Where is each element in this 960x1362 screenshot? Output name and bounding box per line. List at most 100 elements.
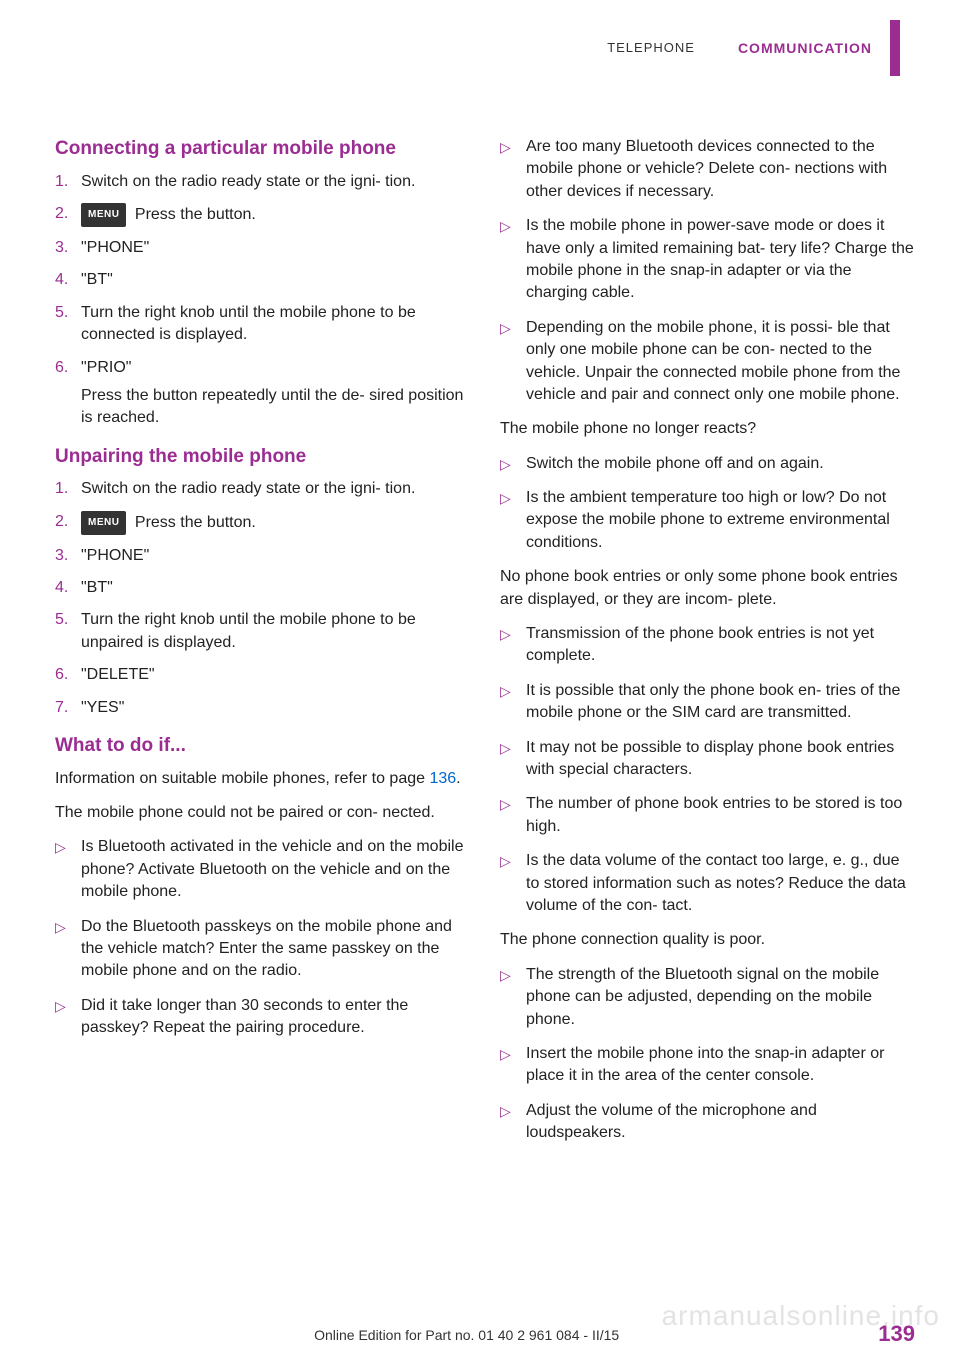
- list-number: 3.: [55, 545, 81, 567]
- bullet-marker-icon: ▷: [500, 964, 526, 1031]
- list-number: 3.: [55, 237, 81, 259]
- bullet-marker-icon: ▷: [500, 453, 526, 475]
- bullet-item: ▷ Insert the mobile phone into the snap-…: [500, 1043, 915, 1088]
- bullet-text: Switch the mobile phone off and on again…: [526, 453, 915, 475]
- bullet-marker-icon: ▷: [500, 487, 526, 554]
- sub-text: Press the button repeatedly until the de…: [81, 385, 470, 430]
- bullet-text: It may not be possible to display phone …: [526, 737, 915, 782]
- menu-icon: MENU: [81, 203, 126, 227]
- list-text-inner: Press the button.: [130, 206, 255, 223]
- section-heading-connecting: Connecting a particular mobile phone: [55, 136, 470, 163]
- bullet-text: Did it take longer than 30 seconds to en…: [81, 995, 470, 1040]
- bullet-marker-icon: ▷: [55, 836, 81, 903]
- section-heading-whattodo: What to do if...: [55, 733, 470, 760]
- list-number: 2.: [55, 203, 81, 227]
- list-item: 7. "YES": [55, 697, 470, 719]
- bullet-item: ▷ Is Bluetooth activated in the vehicle …: [55, 836, 470, 903]
- bullet-text: Are too many Bluetooth devices connected…: [526, 136, 915, 203]
- list-text: "PRIO": [81, 357, 470, 379]
- bullet-marker-icon: ▷: [500, 1100, 526, 1145]
- bullet-item: ▷ Do the Bluetooth passkeys on the mobil…: [55, 916, 470, 983]
- list-number: 6.: [55, 357, 81, 379]
- bullet-marker-icon: ▷: [55, 995, 81, 1040]
- bullet-item: ▷ Are too many Bluetooth devices connect…: [500, 136, 915, 203]
- bullet-item: ▷ Is the data volume of the contact too …: [500, 850, 915, 917]
- list-text: "PHONE": [81, 237, 470, 259]
- list-text: MENU Press the button.: [81, 203, 470, 227]
- list-item: 5. Turn the right knob until the mobile …: [55, 302, 470, 347]
- section-heading-unpairing: Unpairing the mobile phone: [55, 444, 470, 471]
- bullet-item: ▷ The number of phone book entries to be…: [500, 793, 915, 838]
- bullet-text: Depending on the mobile phone, it is pos…: [526, 317, 915, 407]
- list-item: 2. MENU Press the button.: [55, 511, 470, 535]
- bullet-item: ▷ It is possible that only the phone boo…: [500, 680, 915, 725]
- bullet-item: ▷ It may not be possible to display phon…: [500, 737, 915, 782]
- list-number: 4.: [55, 577, 81, 599]
- paragraph: The mobile phone no longer reacts?: [500, 418, 915, 440]
- list-text: Switch on the radio ready state or the i…: [81, 478, 470, 500]
- bullet-text: Is the ambient temperature too high or l…: [526, 487, 915, 554]
- bullet-text: Is the data volume of the contact too la…: [526, 850, 915, 917]
- paragraph: The phone connection quality is poor.: [500, 929, 915, 951]
- menu-icon: MENU: [81, 511, 126, 535]
- list-number: 7.: [55, 697, 81, 719]
- bullet-text: It is possible that only the phone book …: [526, 680, 915, 725]
- list-number: 1.: [55, 171, 81, 193]
- bullet-item: ▷ Is the mobile phone in power-save mode…: [500, 215, 915, 305]
- bullet-marker-icon: ▷: [500, 793, 526, 838]
- bullet-text: The strength of the Bluetooth signal on …: [526, 964, 915, 1031]
- list-item: 5. Turn the right knob until the mobile …: [55, 609, 470, 654]
- bullet-marker-icon: ▷: [500, 623, 526, 668]
- list-item: 4. "BT": [55, 269, 470, 291]
- bullet-marker-icon: ▷: [500, 317, 526, 407]
- bullet-item: ▷ Adjust the volume of the microphone an…: [500, 1100, 915, 1145]
- bullet-item: ▷ Is the ambient temperature too high or…: [500, 487, 915, 554]
- list-item: 2. MENU Press the button.: [55, 203, 470, 227]
- bullet-marker-icon: ▷: [500, 680, 526, 725]
- list-item: 6. "PRIO": [55, 357, 470, 379]
- paragraph: Information on suitable mobile phones, r…: [55, 768, 470, 790]
- bullet-item: ▷ Did it take longer than 30 seconds to …: [55, 995, 470, 1040]
- list-text: Switch on the radio ready state or the i…: [81, 171, 470, 193]
- bullet-text: Is Bluetooth activated in the vehicle an…: [81, 836, 470, 903]
- bullet-item: ▷ Switch the mobile phone off and on aga…: [500, 453, 915, 475]
- list-text: MENU Press the button.: [81, 511, 470, 535]
- list-number: 1.: [55, 478, 81, 500]
- list-item: 4. "BT": [55, 577, 470, 599]
- left-column: Connecting a particular mobile phone 1. …: [55, 136, 470, 1156]
- list-number: 6.: [55, 664, 81, 686]
- list-text: "PHONE": [81, 545, 470, 567]
- bullet-text: Adjust the volume of the microphone and …: [526, 1100, 915, 1145]
- list-text: "YES": [81, 697, 470, 719]
- list-item: 1. Switch on the radio ready state or th…: [55, 171, 470, 193]
- page-link[interactable]: 136: [429, 770, 456, 787]
- bullet-marker-icon: ▷: [500, 1043, 526, 1088]
- list-number: 5.: [55, 302, 81, 347]
- paragraph: No phone book entries or only some phone…: [500, 566, 915, 611]
- header-chapter-label: COMMUNICATION: [720, 20, 900, 76]
- list-text: "BT": [81, 577, 470, 599]
- bullet-item: ▷ Transmission of the phone book entries…: [500, 623, 915, 668]
- bullet-text: Do the Bluetooth passkeys on the mobile …: [81, 916, 470, 983]
- list-text: Turn the right knob until the mobile pho…: [81, 302, 470, 347]
- paragraph: The mobile phone could not be paired or …: [55, 802, 470, 824]
- list-text: "DELETE": [81, 664, 470, 686]
- right-column: ▷ Are too many Bluetooth devices connect…: [500, 136, 915, 1156]
- page-number: 139: [878, 1321, 915, 1347]
- list-item: 3. "PHONE": [55, 237, 470, 259]
- list-item: 1. Switch on the radio ready state or th…: [55, 478, 470, 500]
- page-content: Connecting a particular mobile phone 1. …: [0, 76, 960, 1156]
- footer-edition-text: Online Edition for Part no. 01 40 2 961 …: [55, 1321, 878, 1347]
- bullet-marker-icon: ▷: [500, 136, 526, 203]
- bullet-marker-icon: ▷: [500, 737, 526, 782]
- bullet-marker-icon: ▷: [55, 916, 81, 983]
- list-text-inner: Press the button.: [130, 514, 255, 531]
- text: Information on suitable mobile phones, r…: [55, 770, 429, 787]
- bullet-item: ▷ Depending on the mobile phone, it is p…: [500, 317, 915, 407]
- text: .: [456, 770, 460, 787]
- list-item: 3. "PHONE": [55, 545, 470, 567]
- bullet-text: Insert the mobile phone into the snap-in…: [526, 1043, 915, 1088]
- bullet-text: Is the mobile phone in power-save mode o…: [526, 215, 915, 305]
- bullet-text: The number of phone book entries to be s…: [526, 793, 915, 838]
- list-text: Turn the right knob until the mobile pho…: [81, 609, 470, 654]
